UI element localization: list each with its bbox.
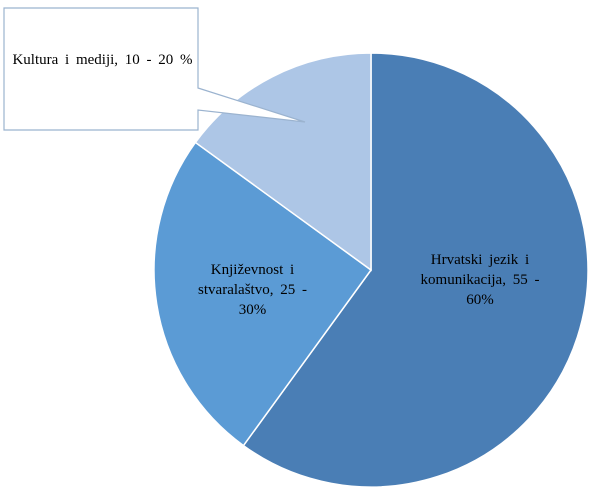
data-label: Kultura i mediji, 10 - 20 % (12, 52, 193, 68)
callout-box (3, 7, 306, 131)
pie-slice (153, 141, 373, 447)
data-label: Hrvatski jezik i komunikacija, 55 - 60% (420, 252, 540, 308)
pie-slice (242, 52, 589, 488)
data-label: Književnost i stvaralaštvo, 25 - 30% (198, 262, 307, 318)
